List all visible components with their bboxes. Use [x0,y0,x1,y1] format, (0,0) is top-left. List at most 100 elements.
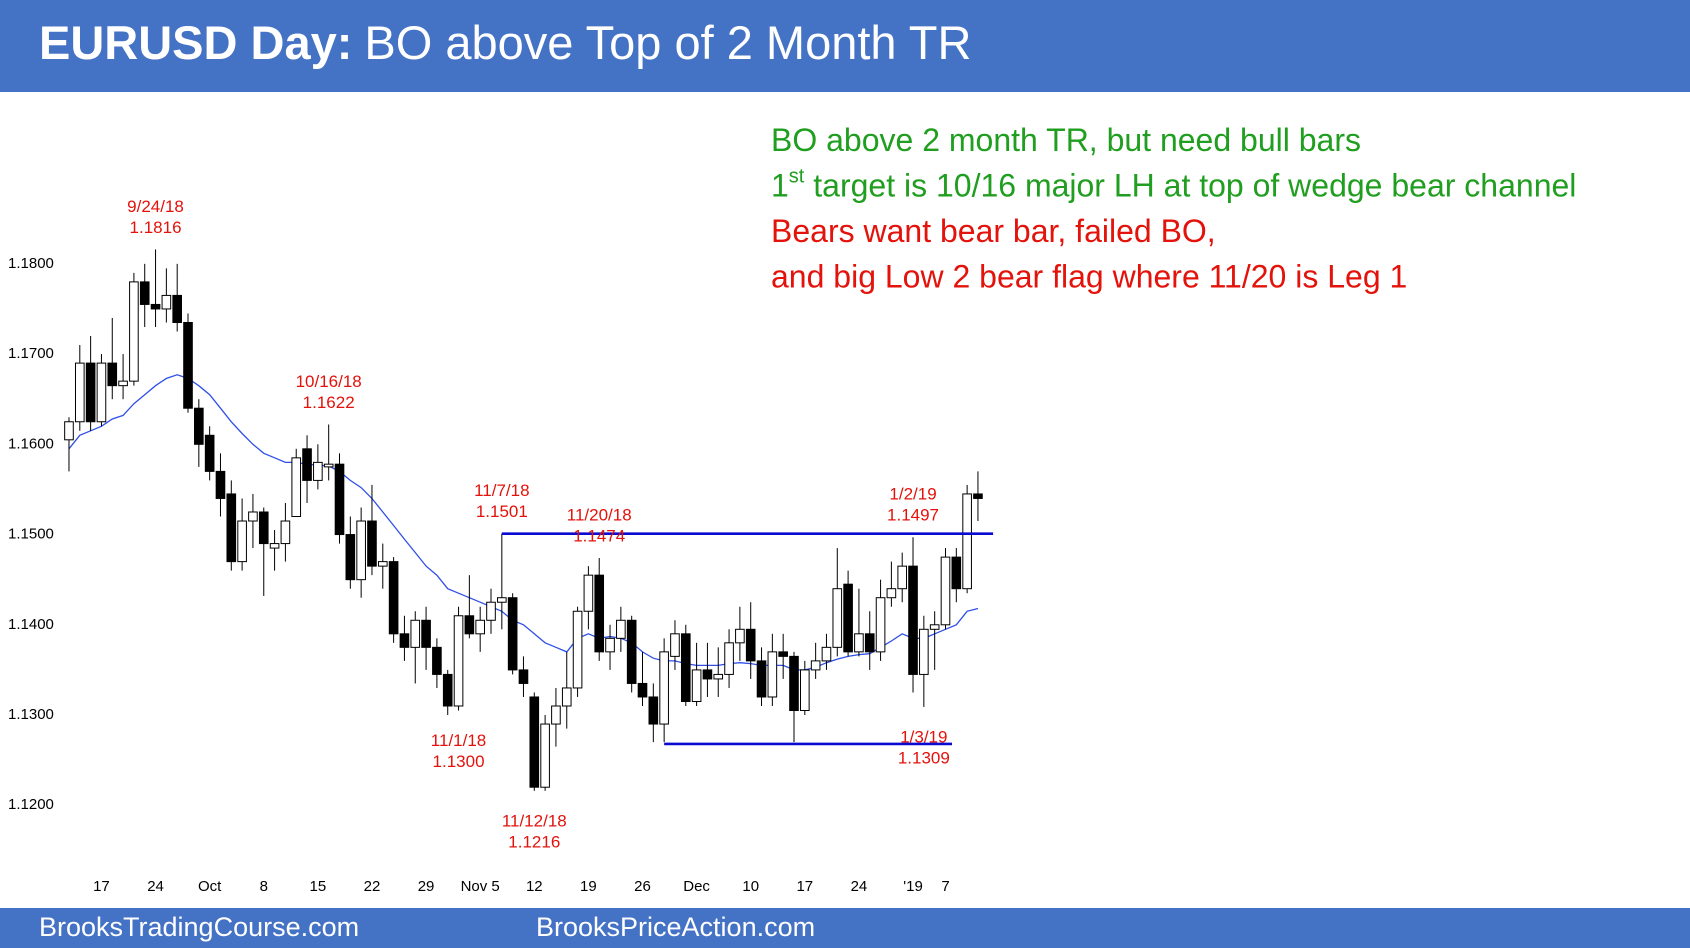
candle-body [118,380,128,387]
note-text: target is 10/16 major LH at top of wedge… [804,168,1576,204]
x-tick-label: 10 [742,878,759,895]
note-text: and big Low 2 bear flag where 11/20 is L… [771,259,1407,295]
note-text: Bears want bear bar, failed BO, [771,213,1216,249]
candle-body [248,511,258,522]
candle-body [453,615,464,707]
slide-title: EURUSD Day: BO above Top of 2 Month TR [39,16,971,69]
candle-body [908,565,918,675]
candle-body [442,673,453,707]
x-tick-label: 7 [941,878,949,895]
candle-body [194,407,204,445]
y-tick-label: 1.1600 [8,435,54,452]
candle-body [594,574,605,653]
annotation-price: 1.1300 [433,752,485,771]
y-tick-label: 1.1400 [8,616,54,633]
candle-body [843,583,853,653]
candle-body [388,561,399,635]
footer-bar [0,908,1690,948]
x-tick-label: Dec [683,878,710,895]
candle-body [929,624,940,630]
x-tick-label: '19 [903,878,923,895]
candle-body [626,619,637,684]
annotation-price: 1.1497 [887,506,939,525]
annotation-date: 11/7/18 [474,481,529,500]
x-tick-label: Nov 5 [461,878,500,895]
candle-body [864,633,875,653]
note-line: 1st target is 10/16 major LH at top of w… [771,166,1576,204]
note-text: BO above 2 month TR, but need bull bars [771,122,1361,158]
candle-body [334,463,345,536]
candle-body [226,493,237,563]
x-tick-label: 24 [851,878,868,895]
candle-body [258,511,269,545]
x-tick-label: 22 [364,878,381,895]
candle-body [680,633,691,702]
candle-body [810,660,821,671]
y-tick-label: 1.1200 [8,796,54,813]
candle-body [139,281,150,305]
candle-body [421,619,431,648]
annotation-price: 1.1501 [476,502,528,521]
y-tick-label: 1.1500 [8,526,54,543]
candle-body [269,543,280,549]
annotation-date: 1/2/19 [889,485,936,504]
candle-body [540,723,550,788]
footer-link: BrooksPriceAction.com [536,912,815,942]
annotation-price: 1.1309 [898,748,950,767]
candle-body [854,633,864,653]
candle-body [583,574,594,612]
candle-body [410,619,421,648]
annotation-date: 1/3/19 [900,727,947,746]
candle-body [659,651,669,725]
candle-body [183,321,193,409]
candle-body [637,682,648,698]
candle-body [767,651,778,698]
candle-body [204,434,215,472]
candle-body [313,461,323,481]
title-bold: EURUSD Day: [39,16,352,69]
candle-body [237,520,247,563]
note-line: and big Low 2 bear flag where 11/20 is L… [771,259,1407,295]
note-line: BO above 2 month TR, but need bull bars [771,122,1361,158]
candle-body [940,556,951,626]
candle-body [507,597,518,671]
y-tick-label: 1.1800 [8,255,54,272]
annotation-price: 1.1816 [130,218,182,237]
x-tick-label: 29 [418,878,435,895]
x-tick-label: 24 [147,878,164,895]
candle-body [464,615,475,635]
candle-body [724,642,734,675]
candle-body [172,294,183,323]
candle-body [821,646,832,662]
candle-body [74,362,85,423]
candle-body [161,294,172,310]
candle-body [691,669,702,702]
candle-body [897,565,908,590]
annotation-price: 1.1622 [303,393,355,412]
note-superscript: st [789,166,805,188]
x-tick-label: 15 [310,878,327,895]
candle-body [85,362,96,423]
annotation-date: 11/12/18 [502,811,567,830]
x-tick-label: 26 [634,878,651,895]
x-tick-label: Oct [198,878,222,895]
candle-body [778,651,788,657]
annotation-price: 1.1474 [573,526,625,545]
x-tick-label: 17 [93,878,110,895]
note-line: Bears want bear bar, failed BO, [771,213,1216,249]
candle-body [215,470,226,499]
candle-body [551,705,561,725]
candle-body [345,534,356,581]
candle-body [605,637,615,653]
annotation-date: 10/16/18 [296,372,362,391]
candle-body [107,362,118,387]
candle-body [702,669,713,680]
candle-body [670,633,680,657]
candle-body [616,619,626,639]
candle-body [648,696,659,725]
candle-body [789,655,799,712]
candle-body [64,421,74,441]
candle-body [951,556,962,590]
candle-body [529,696,540,788]
